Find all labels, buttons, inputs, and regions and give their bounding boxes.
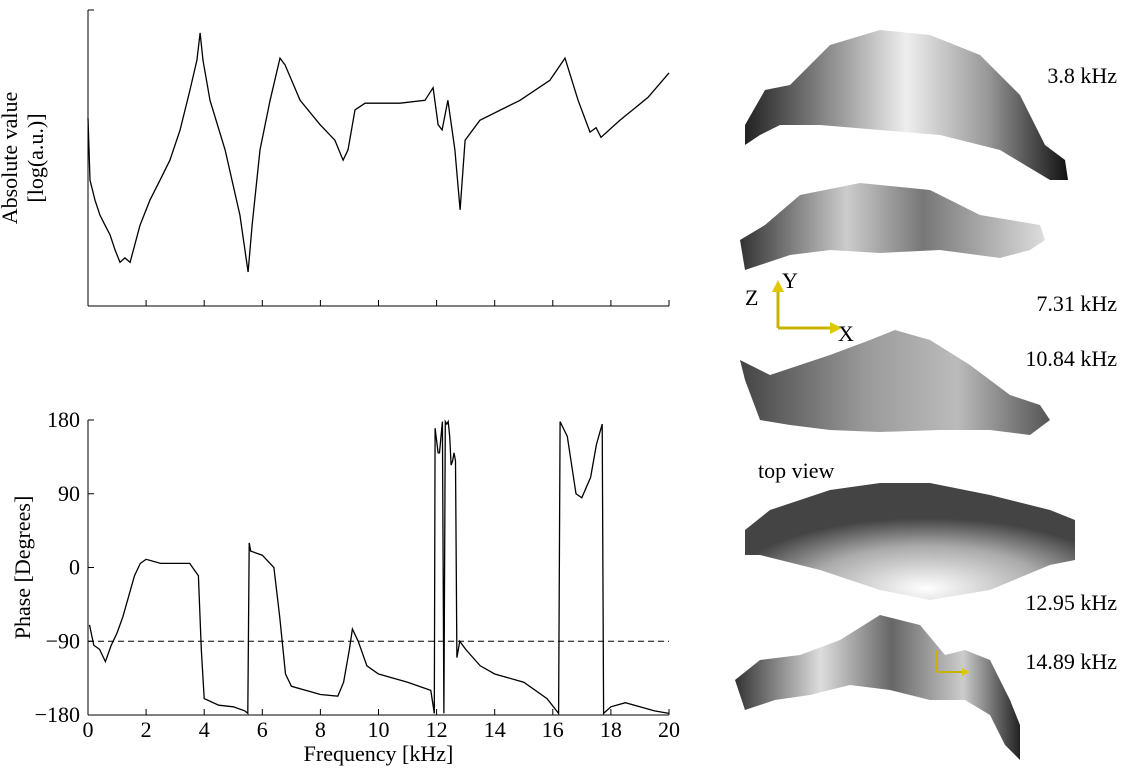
x-tick-label: 18 [600,717,622,742]
data-line [90,422,670,714]
x-tick-label: 4 [199,717,210,742]
y-tick-label: 90 [58,481,80,506]
axis-x-label: X [838,321,854,346]
mode-shape [745,30,1068,180]
x-tick-label: 20 [658,717,680,742]
mode-label: 10.84 kHz [1025,346,1117,371]
x-tick-label: 12 [426,717,448,742]
x-axis-label: Frequency [kHz] [304,741,454,766]
y-axis-label: Phase [Degrees] [10,496,35,640]
y-tick-label: −180 [35,702,80,727]
mode-shape [740,330,1050,435]
y-axis-label: [log(a.u.)] [23,113,48,202]
axis-z-label: Z [745,285,758,310]
mode-shape [745,483,1075,600]
x-tick-label: 10 [368,717,390,742]
x-tick-label: 16 [542,717,564,742]
x-tick-label: 2 [141,717,152,742]
x-tick-label: 14 [484,717,506,742]
mode-label: 7.31 kHz [1036,291,1117,316]
y-tick-label: 0 [69,555,80,580]
data-line [88,33,669,272]
mode-label: 3.8 kHz [1047,63,1117,88]
x-tick-label: 0 [83,717,94,742]
axis-y-label: Y [782,268,798,293]
mode-shape [735,615,1020,760]
mode-shape [740,183,1045,270]
figure: Z Y X 3.8 kHz 7.31 kHz 10.84 kHz top vie… [0,0,1125,771]
x-tick-label: 6 [257,717,268,742]
y-axis-label: Absolute value [0,92,22,225]
mode-label: 14.89 kHz [1025,649,1117,674]
y-tick-label: 180 [47,407,80,432]
x-tick-label: 8 [315,717,326,742]
mode-label: 12.95 kHz [1025,590,1117,615]
y-tick-label: −90 [46,628,80,653]
page: {"chart_data": [ {"type": "line", "y_lab… [0,0,1125,771]
view-label: top view [758,458,834,483]
